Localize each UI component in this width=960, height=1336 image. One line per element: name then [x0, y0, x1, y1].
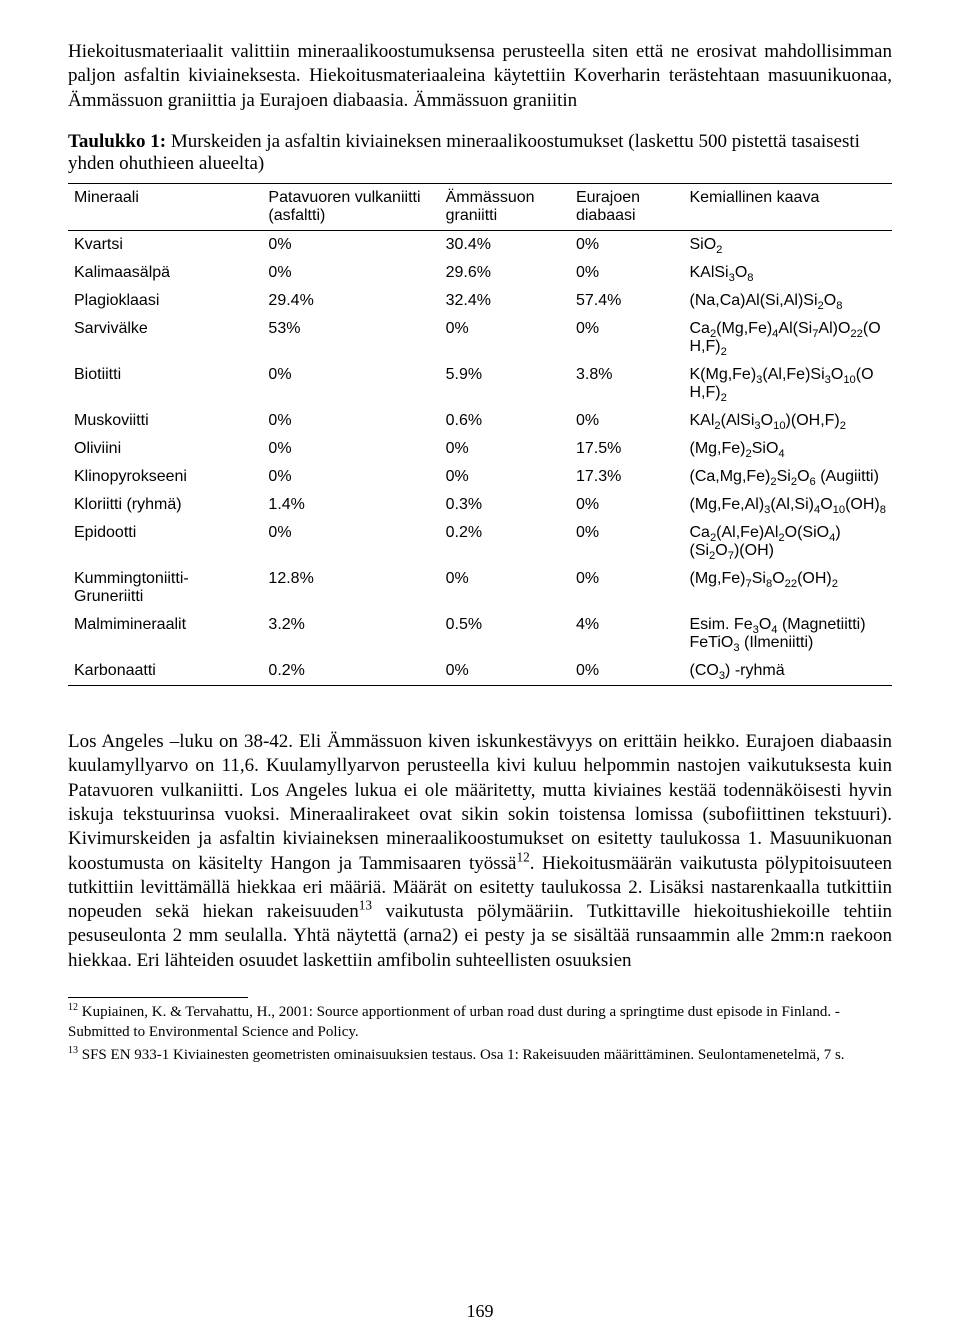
- cell-eurajoen: 0%: [570, 407, 684, 435]
- footnote-rule: [68, 997, 248, 998]
- cell-formula: KAl2(AlSi3O10)(OH,F)2: [683, 407, 892, 435]
- cell-formula: (Mg,Fe)2SiO4: [683, 435, 892, 463]
- table-row: Kvartsi0%30.4%0%SiO2: [68, 230, 892, 259]
- cell-mineral: Kalimaasälpä: [68, 259, 262, 287]
- cell-mineral: Malmimineraalit: [68, 611, 262, 657]
- table-body: Kvartsi0%30.4%0%SiO2Kalimaasälpä0%29.6%0…: [68, 230, 892, 685]
- cell-formula: Ca2(Mg,Fe)4Al(Si7Al)O22(O H,F)2: [683, 315, 892, 361]
- cell-ammassuon: 0.5%: [440, 611, 570, 657]
- table-row: Kalimaasälpä0%29.6%0%KAlSi3O8: [68, 259, 892, 287]
- table-header-row: Mineraali Patavuoren vulkaniitti (asfalt…: [68, 183, 892, 230]
- cell-patavuoren: 12.8%: [262, 565, 439, 611]
- main-paragraph: Los Angeles –luku on 38-42. Eli Ämmässuo…: [68, 730, 892, 973]
- footnote-13: 13 SFS EN 933-1 Kiviainesten geometriste…: [68, 1045, 892, 1065]
- cell-ammassuon: 0%: [440, 315, 570, 361]
- cell-eurajoen: 4%: [570, 611, 684, 657]
- cell-formula: Esim. Fe3O4 (Magnetiitti) FeTiO3 (Ilmeni…: [683, 611, 892, 657]
- cell-eurajoen: 0%: [570, 657, 684, 686]
- cell-formula: (Na,Ca)Al(Si,Al)Si2O8: [683, 287, 892, 315]
- cell-ammassuon: 5.9%: [440, 361, 570, 407]
- cell-mineral: Plagioklaasi: [68, 287, 262, 315]
- caption-rest: Murskeiden ja asfaltin kiviaineksen mine…: [68, 131, 860, 174]
- th-patavuoren: Patavuoren vulkaniitti (asfaltti): [262, 183, 439, 230]
- cell-patavuoren: 3.2%: [262, 611, 439, 657]
- cell-mineral: Karbonaatti: [68, 657, 262, 686]
- cell-mineral: Sarvivälke: [68, 315, 262, 361]
- cell-mineral: Biotiitti: [68, 361, 262, 407]
- cell-mineral: Kloriitti (ryhmä): [68, 491, 262, 519]
- cell-patavuoren: 0%: [262, 259, 439, 287]
- cell-ammassuon: 0.6%: [440, 407, 570, 435]
- th-formula: Kemiallinen kaava: [683, 183, 892, 230]
- cell-formula: Ca2(Al,Fe)Al2O(SiO4)(Si2O7)(OH): [683, 519, 892, 565]
- cell-formula: (CO3) -ryhmä: [683, 657, 892, 686]
- cell-mineral: Klinopyrokseeni: [68, 463, 262, 491]
- cell-patavuoren: 29.4%: [262, 287, 439, 315]
- cell-eurajoen: 0%: [570, 259, 684, 287]
- cell-formula: SiO2: [683, 230, 892, 259]
- cell-eurajoen: 3.8%: [570, 361, 684, 407]
- footnote-12: 12 Kupiainen, K. & Tervahattu, H., 2001:…: [68, 1002, 892, 1043]
- cell-formula: KAlSi3O8: [683, 259, 892, 287]
- table-caption: Taulukko 1: Murskeiden ja asfaltin kivia…: [68, 131, 892, 175]
- cell-patavuoren: 0%: [262, 361, 439, 407]
- footnotes: 12 Kupiainen, K. & Tervahattu, H., 2001:…: [68, 1002, 892, 1065]
- cell-ammassuon: 32.4%: [440, 287, 570, 315]
- cell-ammassuon: 0.3%: [440, 491, 570, 519]
- table-row: Biotiitti0%5.9%3.8%K(Mg,Fe)3(Al,Fe)Si3O1…: [68, 361, 892, 407]
- cell-ammassuon: 29.6%: [440, 259, 570, 287]
- cell-ammassuon: 0%: [440, 565, 570, 611]
- cell-ammassuon: 0.2%: [440, 519, 570, 565]
- cell-patavuoren: 0%: [262, 463, 439, 491]
- cell-formula: (Ca,Mg,Fe)2Si2O6 (Augiitti): [683, 463, 892, 491]
- table-row: Muskoviitti0%0.6%0%KAl2(AlSi3O10)(OH,F)2: [68, 407, 892, 435]
- cell-patavuoren: 0%: [262, 407, 439, 435]
- cell-eurajoen: 0%: [570, 519, 684, 565]
- table-row: Oliviini0%0%17.5%(Mg,Fe)2SiO4: [68, 435, 892, 463]
- cell-eurajoen: 17.3%: [570, 463, 684, 491]
- table-row: Kummingtoniitti-Gruneriitti12.8%0%0%(Mg,…: [68, 565, 892, 611]
- cell-formula: K(Mg,Fe)3(Al,Fe)Si3O10(O H,F)2: [683, 361, 892, 407]
- table-row: Sarvivälke53%0%0%Ca2(Mg,Fe)4Al(Si7Al)O22…: [68, 315, 892, 361]
- th-ammassuon: Ämmässuon graniitti: [440, 183, 570, 230]
- page-number: 169: [0, 1301, 960, 1322]
- cell-ammassuon: 0%: [440, 463, 570, 491]
- cell-mineral: Epidootti: [68, 519, 262, 565]
- mineral-table: Mineraali Patavuoren vulkaniitti (asfalt…: [68, 183, 892, 686]
- cell-patavuoren: 53%: [262, 315, 439, 361]
- intro-paragraph: Hiekoitusmateriaalit valittiin mineraali…: [68, 40, 892, 113]
- cell-patavuoren: 0%: [262, 519, 439, 565]
- cell-eurajoen: 0%: [570, 491, 684, 519]
- cell-eurajoen: 0%: [570, 315, 684, 361]
- cell-formula: (Mg,Fe,Al)3(Al,Si)4O10(OH)8: [683, 491, 892, 519]
- caption-prefix: Taulukko 1:: [68, 131, 166, 152]
- cell-eurajoen: 0%: [570, 565, 684, 611]
- cell-mineral: Muskoviitti: [68, 407, 262, 435]
- cell-patavuoren: 0%: [262, 230, 439, 259]
- cell-eurajoen: 57.4%: [570, 287, 684, 315]
- cell-mineral: Kvartsi: [68, 230, 262, 259]
- table-row: Klinopyrokseeni0%0%17.3%(Ca,Mg,Fe)2Si2O6…: [68, 463, 892, 491]
- table-row: Karbonaatti0.2%0%0%(CO3) -ryhmä: [68, 657, 892, 686]
- table-row: Kloriitti (ryhmä)1.4%0.3%0%(Mg,Fe,Al)3(A…: [68, 491, 892, 519]
- table-row: Epidootti0%0.2%0%Ca2(Al,Fe)Al2O(SiO4)(Si…: [68, 519, 892, 565]
- cell-patavuoren: 1.4%: [262, 491, 439, 519]
- cell-eurajoen: 0%: [570, 230, 684, 259]
- cell-eurajoen: 17.5%: [570, 435, 684, 463]
- cell-patavuoren: 0.2%: [262, 657, 439, 686]
- th-mineral: Mineraali: [68, 183, 262, 230]
- cell-ammassuon: 0%: [440, 435, 570, 463]
- cell-mineral: Kummingtoniitti-Gruneriitti: [68, 565, 262, 611]
- table-row: Plagioklaasi29.4%32.4%57.4%(Na,Ca)Al(Si,…: [68, 287, 892, 315]
- cell-formula: (Mg,Fe)7Si8O22(OH)2: [683, 565, 892, 611]
- table-row: Malmimineraalit3.2%0.5%4%Esim. Fe3O4 (Ma…: [68, 611, 892, 657]
- cell-patavuoren: 0%: [262, 435, 439, 463]
- th-eurajoen: Eurajoen diabaasi: [570, 183, 684, 230]
- cell-ammassuon: 30.4%: [440, 230, 570, 259]
- cell-mineral: Oliviini: [68, 435, 262, 463]
- cell-ammassuon: 0%: [440, 657, 570, 686]
